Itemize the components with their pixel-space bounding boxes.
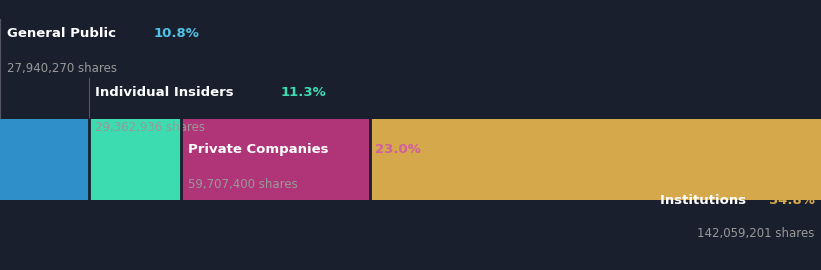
Text: 10.8%: 10.8%: [154, 27, 199, 40]
Text: 11.3%: 11.3%: [280, 86, 326, 99]
Bar: [89, 119, 181, 200]
Text: 29,362,936 shares: 29,362,936 shares: [95, 122, 205, 134]
Text: 27,940,270 shares: 27,940,270 shares: [7, 62, 117, 75]
Text: General Public: General Public: [7, 27, 120, 40]
Text: Individual Insiders: Individual Insiders: [95, 86, 238, 99]
Bar: [181, 119, 370, 200]
Bar: [0, 119, 89, 200]
Text: 59,707,400 shares: 59,707,400 shares: [188, 178, 298, 191]
Text: 142,059,201 shares: 142,059,201 shares: [697, 227, 814, 240]
Text: 54.8%: 54.8%: [768, 194, 814, 207]
Text: Institutions: Institutions: [660, 194, 751, 207]
Text: 23.0%: 23.0%: [375, 143, 421, 156]
Bar: [370, 119, 821, 200]
Text: Private Companies: Private Companies: [188, 143, 333, 156]
